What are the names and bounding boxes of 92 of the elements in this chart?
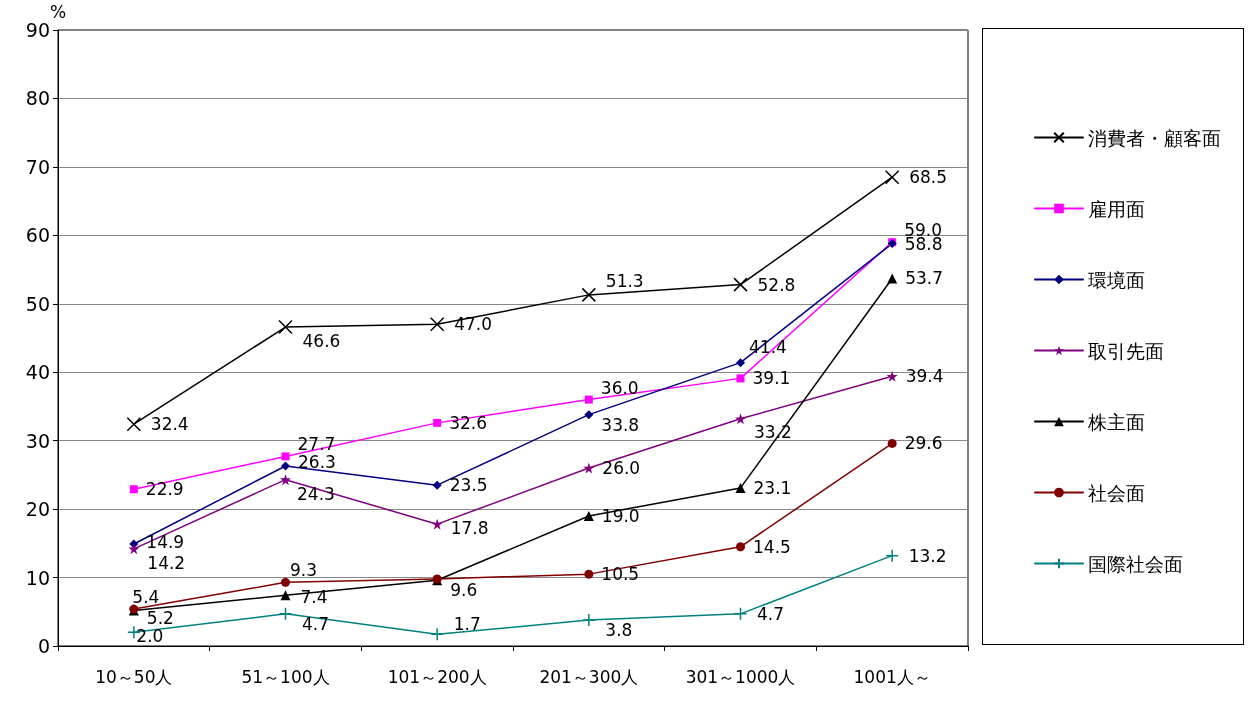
- data-label: 10.5: [601, 564, 640, 585]
- data-label: 53.7: [905, 268, 944, 289]
- data-label: 14.9: [146, 532, 185, 553]
- x-tick-label: 201～300人: [539, 666, 639, 687]
- y-tick-label: 10: [25, 566, 50, 589]
- point: [281, 452, 290, 461]
- y-tick-label: 60: [25, 224, 50, 247]
- legend-label: 国際社会面: [1088, 552, 1183, 575]
- point: [281, 461, 290, 471]
- point: [582, 613, 596, 627]
- point: [584, 569, 594, 579]
- data-label: 52.8: [757, 274, 796, 295]
- y-tick-label: 70: [25, 155, 50, 178]
- x-tick-label: 51～100人: [241, 666, 330, 687]
- y-tick-label: 50: [25, 292, 50, 315]
- point: [736, 358, 745, 368]
- data-label: 29.6: [904, 433, 943, 454]
- data-label: 51.3: [605, 270, 644, 291]
- data-label: 39.4: [905, 366, 944, 387]
- data-label: 32.6: [449, 412, 488, 433]
- data-label: 39.1: [752, 368, 791, 389]
- y-tick-label: 20: [25, 498, 50, 521]
- point: [128, 543, 140, 555]
- data-label: 14.2: [147, 552, 186, 573]
- point: [129, 485, 138, 494]
- point: [884, 169, 900, 185]
- point: [584, 395, 593, 404]
- x-tick-label: 101～200人: [387, 666, 487, 687]
- data-label: 14.5: [753, 536, 791, 557]
- point: [736, 374, 745, 383]
- point: [733, 607, 748, 621]
- data-label: 7.4: [300, 587, 328, 608]
- legend-label: 雇用面: [1088, 197, 1145, 220]
- point: [886, 370, 898, 382]
- data-label: 23.5: [449, 475, 488, 496]
- point: [281, 577, 290, 587]
- x-tick-label: 301～1000人: [685, 666, 796, 687]
- point: [280, 474, 291, 486]
- data-label: 32.4: [150, 414, 189, 435]
- data-label: 33.8: [601, 414, 640, 435]
- legend-label: 社会面: [1088, 481, 1145, 504]
- x-tick-label: 1001人～: [853, 666, 931, 687]
- point: [126, 416, 142, 432]
- point: [581, 287, 597, 303]
- point: [433, 418, 442, 427]
- data-label: 68.5: [909, 167, 948, 188]
- y-tick-label: 30: [25, 429, 50, 452]
- point: [278, 607, 293, 621]
- legend-label: 株主面: [1087, 410, 1145, 433]
- data-label: 9.6: [450, 580, 478, 601]
- point: [887, 438, 897, 448]
- point: [584, 410, 594, 420]
- x-tick-label: 10～50人: [95, 666, 173, 687]
- data-label: 17.8: [450, 518, 489, 539]
- data-label: 46.6: [302, 331, 341, 352]
- data-label: 9.3: [290, 560, 318, 581]
- y-axis-title: %: [50, 2, 67, 23]
- point: [432, 480, 442, 490]
- point: [885, 548, 899, 563]
- legend-label: 取引先面: [1088, 339, 1164, 362]
- point: [430, 627, 444, 642]
- point: [278, 319, 293, 335]
- y-tick-label: 80: [25, 87, 50, 110]
- y-tick-label: 90: [25, 19, 50, 41]
- data-label: 13.2: [908, 545, 947, 566]
- data-label: 23.1: [753, 477, 792, 498]
- point: [735, 482, 746, 493]
- point: [429, 317, 445, 332]
- y-tick-label: 40: [25, 361, 50, 384]
- point: [733, 277, 748, 292]
- data-label: 4.7: [757, 603, 785, 624]
- data-label: 5.2: [146, 608, 174, 629]
- data-label: 3.8: [605, 619, 633, 640]
- point: [887, 273, 898, 284]
- data-label: 47.0: [454, 314, 493, 335]
- data-label: 26.0: [602, 458, 641, 479]
- data-label: 22.9: [145, 479, 184, 500]
- legend-label: 環境面: [1088, 268, 1145, 291]
- data-label: 5.4: [132, 587, 160, 608]
- point: [280, 590, 291, 601]
- data-label: 36.0: [600, 377, 639, 398]
- point: [431, 518, 443, 530]
- data-label: 2.0: [136, 626, 164, 647]
- point: [736, 542, 745, 552]
- point: [583, 510, 594, 521]
- data-label: 24.3: [297, 483, 335, 504]
- data-label: 4.7: [302, 613, 330, 634]
- data-label: 1.7: [453, 614, 481, 635]
- data-label: 19.0: [601, 505, 640, 526]
- y-tick-label: 0: [37, 635, 50, 657]
- point: [735, 413, 746, 425]
- legend-label: 消費者・顧客面: [1088, 126, 1221, 149]
